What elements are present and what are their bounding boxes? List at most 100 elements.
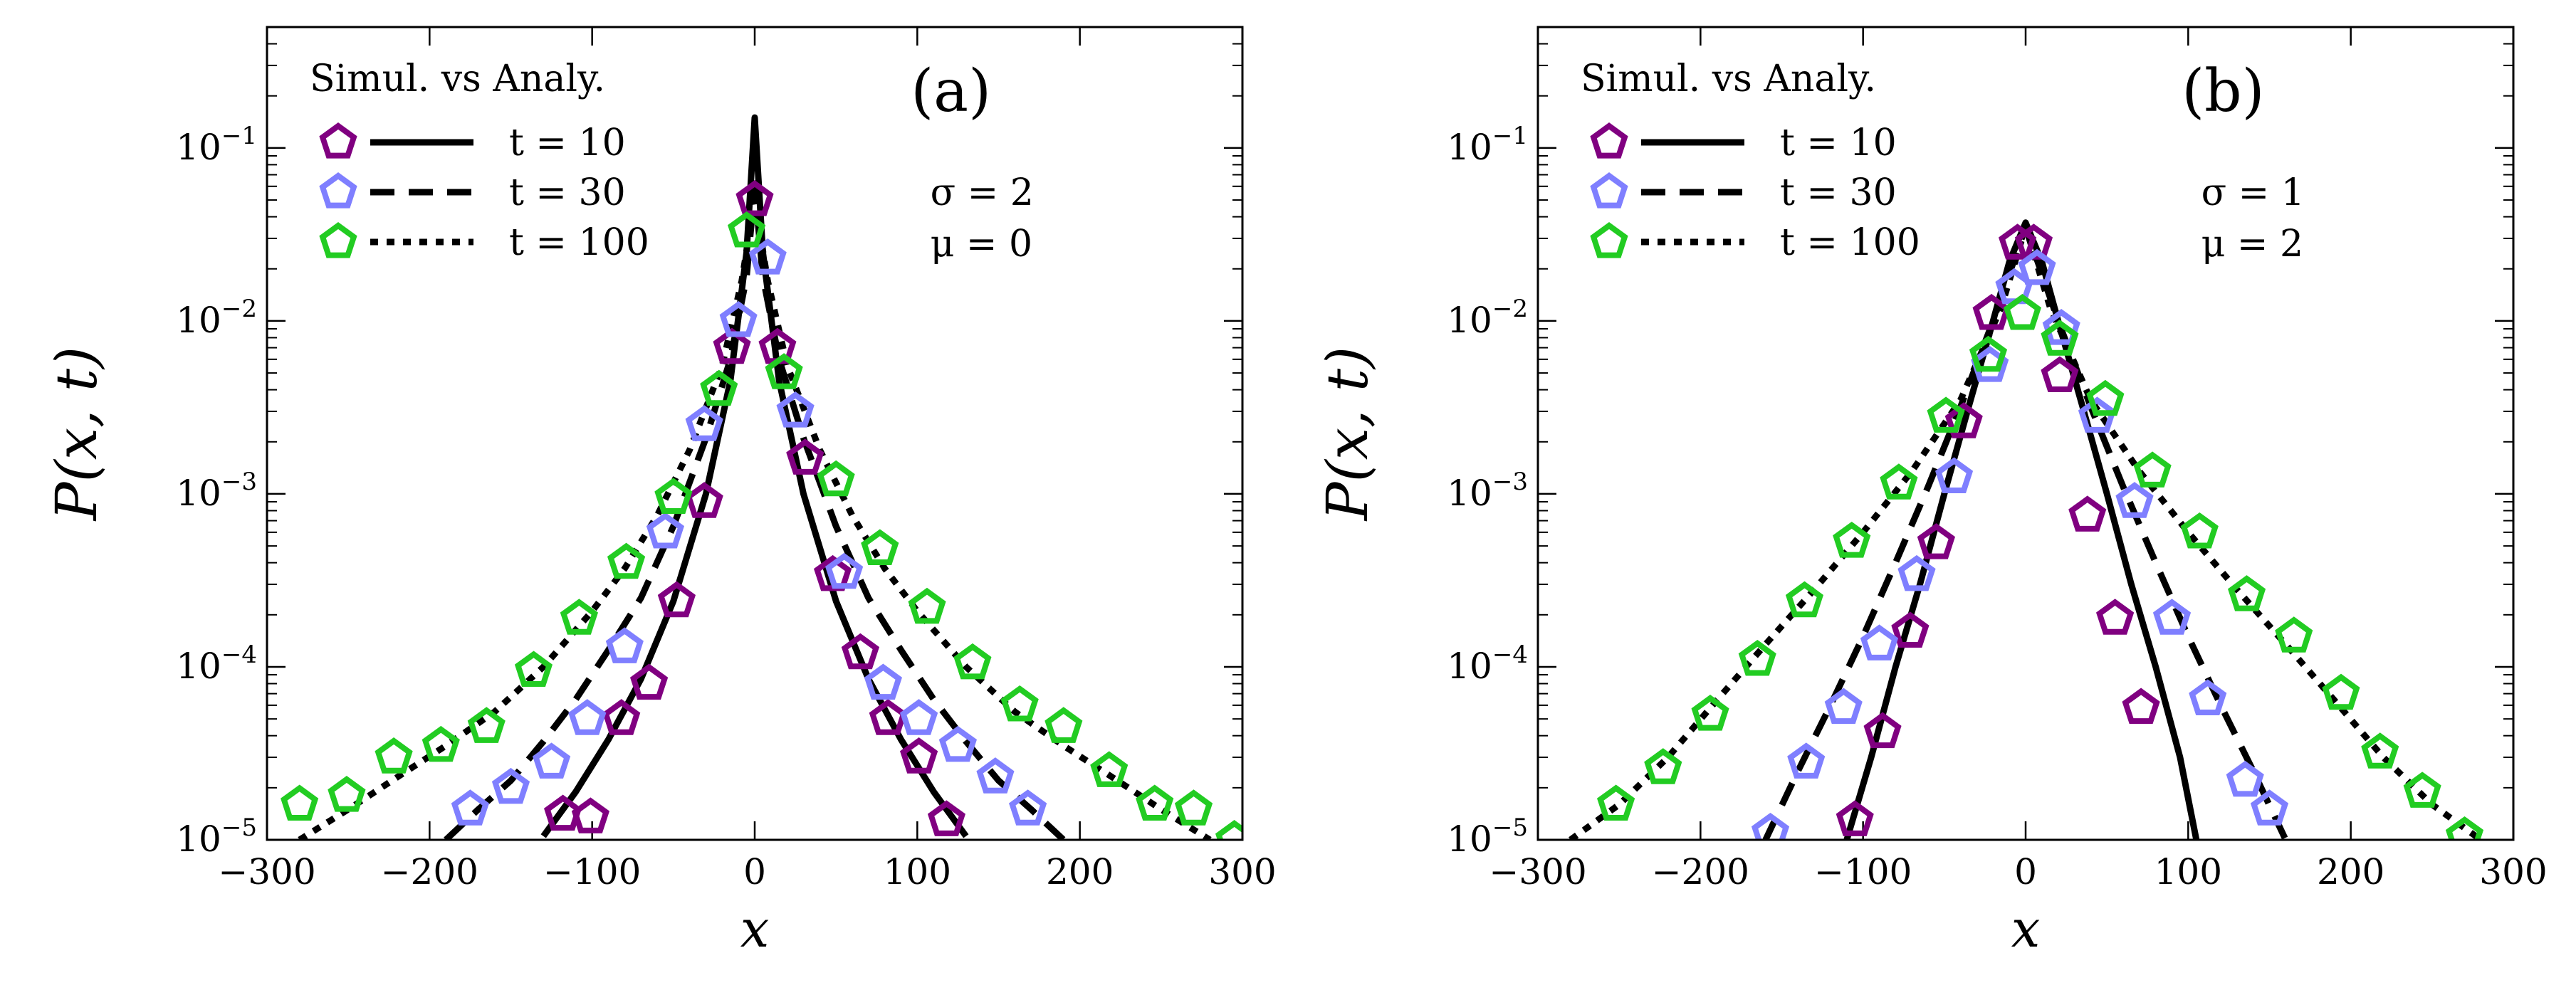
x-tick-label: −300 bbox=[1489, 851, 1586, 892]
parameter-label: μ = 2 bbox=[2201, 223, 2304, 265]
y-tick-label: 10−4 bbox=[1447, 641, 1528, 687]
data-point bbox=[2068, 495, 2107, 532]
data-point bbox=[824, 552, 864, 589]
x-tick-label: −200 bbox=[381, 851, 478, 892]
data-point bbox=[735, 180, 774, 216]
legend-marker bbox=[1590, 122, 1628, 159]
simulation-series-t30 bbox=[451, 238, 1047, 826]
x-tick-label: 300 bbox=[2479, 851, 2547, 892]
data-point bbox=[2115, 482, 2154, 518]
x-tick-label: 100 bbox=[2154, 851, 2222, 892]
data-point bbox=[2322, 673, 2360, 710]
simulation-series-t10 bbox=[544, 180, 965, 836]
data-point bbox=[1897, 554, 1936, 591]
data-point bbox=[571, 797, 610, 833]
data-point bbox=[422, 725, 460, 762]
data-point bbox=[2403, 772, 2441, 808]
legend-marker bbox=[1590, 222, 1628, 258]
data-point bbox=[1944, 402, 1983, 438]
data-point bbox=[2041, 356, 2079, 392]
data-point bbox=[908, 587, 946, 624]
y-tick-label: 10−5 bbox=[176, 813, 257, 860]
data-point bbox=[685, 482, 723, 518]
data-point bbox=[602, 699, 641, 735]
data-point bbox=[1090, 751, 1129, 787]
x-axis-label: x bbox=[2011, 899, 2041, 959]
data-point bbox=[899, 737, 938, 774]
legend-marker bbox=[1590, 172, 1628, 209]
data-point bbox=[1891, 611, 1930, 648]
data-point bbox=[2003, 293, 2041, 330]
x-tick-label: 200 bbox=[2317, 851, 2384, 892]
data-point bbox=[1972, 293, 2011, 330]
x-tick-label: −200 bbox=[1652, 851, 1749, 892]
data-point bbox=[869, 699, 907, 735]
data-point bbox=[605, 627, 644, 663]
data-point bbox=[1596, 784, 1635, 821]
data-point bbox=[1044, 707, 1083, 743]
data-point bbox=[654, 478, 693, 514]
data-point bbox=[467, 707, 506, 743]
panel-b: 10−5 10−4 10−3 10−2 10−1 −300 −200 −100 0 100 200 3… bbox=[1314, 26, 2548, 959]
data-point bbox=[817, 460, 855, 497]
x-tick-label: −100 bbox=[1814, 851, 1912, 892]
data-point bbox=[1644, 748, 1682, 784]
y-minor-ticks bbox=[267, 26, 1242, 789]
data-point bbox=[1917, 523, 1956, 559]
data-point bbox=[1836, 800, 1874, 836]
analytic-line-t100 bbox=[298, 196, 1212, 840]
legend-marker bbox=[319, 222, 357, 258]
data-point bbox=[927, 800, 965, 836]
y-tick-label: 10−1 bbox=[1447, 122, 1528, 168]
data-point bbox=[1824, 688, 1863, 725]
data-point bbox=[2041, 320, 2079, 356]
data-point bbox=[861, 529, 899, 565]
data-point bbox=[646, 512, 685, 549]
data-point bbox=[2078, 396, 2116, 433]
data-point bbox=[953, 643, 992, 680]
legend: Simul. vs Analy. t = 10 t = 30 t = 100 bbox=[310, 58, 649, 264]
data-point bbox=[2228, 575, 2266, 611]
data-point bbox=[1935, 457, 1974, 493]
y-tick-label: 10−3 bbox=[1447, 468, 1528, 514]
data-point bbox=[1000, 685, 1039, 722]
analytic-line-t10 bbox=[1843, 219, 2200, 840]
y-tick-label: 10−4 bbox=[176, 641, 257, 687]
data-point bbox=[1136, 784, 1174, 821]
data-point bbox=[2018, 248, 2056, 285]
y-tick-label: 10−3 bbox=[176, 468, 257, 514]
plot-frame bbox=[1536, 26, 2515, 841]
data-point bbox=[685, 405, 723, 441]
data-point bbox=[1927, 396, 1965, 433]
x-tick-label: 200 bbox=[1046, 851, 1114, 892]
data-point bbox=[719, 300, 758, 337]
data-point bbox=[1998, 223, 2037, 260]
data-point bbox=[1751, 812, 1790, 840]
data-point bbox=[938, 725, 978, 762]
data-point bbox=[1174, 789, 1213, 826]
data-point bbox=[776, 391, 815, 428]
data-point bbox=[1860, 624, 1899, 660]
parameter-label: σ = 1 bbox=[2201, 172, 2305, 214]
data-point bbox=[899, 699, 938, 735]
parameter-label: σ = 2 bbox=[931, 172, 1034, 214]
simulation-series-t30 bbox=[1751, 248, 2289, 840]
data-point bbox=[491, 767, 530, 804]
legend-label: t = 100 bbox=[509, 221, 649, 264]
legend-marker bbox=[319, 172, 357, 209]
data-point bbox=[532, 742, 571, 779]
data-point bbox=[2122, 688, 2160, 725]
data-point bbox=[2152, 599, 2192, 635]
x-tick-label: −300 bbox=[218, 851, 315, 892]
data-point bbox=[2189, 679, 2227, 715]
y-axis-label: P(x, t) bbox=[1314, 347, 1381, 522]
legend-title: Simul. vs Analy. bbox=[1581, 58, 1876, 100]
data-point bbox=[328, 776, 366, 812]
data-point bbox=[1691, 695, 1729, 731]
y-tick-label: 10−2 bbox=[176, 295, 257, 341]
data-point bbox=[607, 542, 646, 579]
data-point bbox=[2042, 309, 2080, 345]
data-point bbox=[1833, 521, 1871, 558]
legend-label: t = 30 bbox=[509, 172, 626, 214]
